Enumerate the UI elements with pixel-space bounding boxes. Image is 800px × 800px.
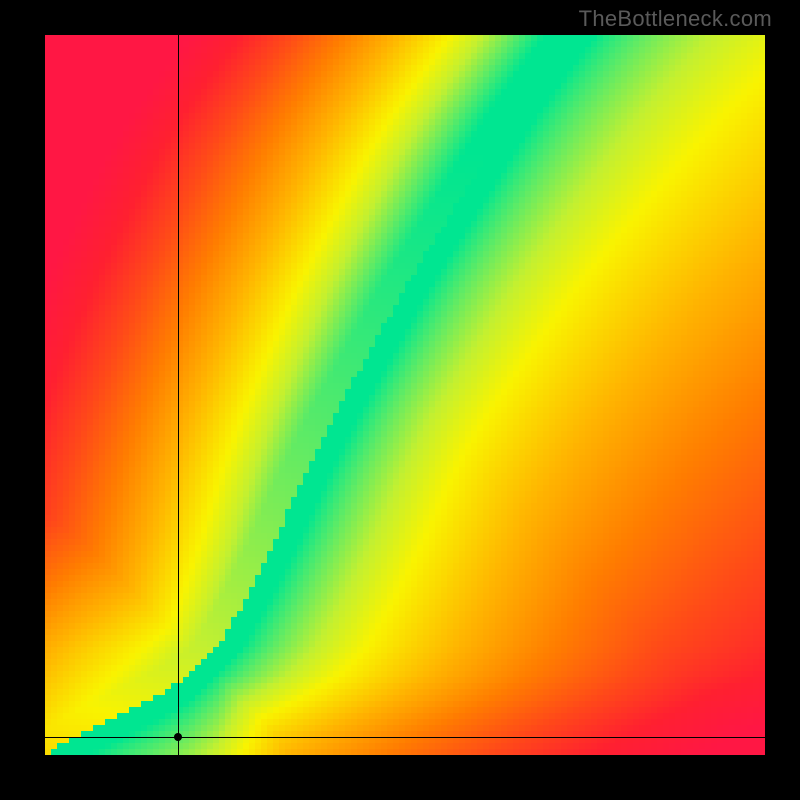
bottleneck-heatmap xyxy=(45,35,765,755)
chart-container: TheBottleneck.com xyxy=(0,0,800,800)
crosshair-horizontal-line xyxy=(45,737,765,738)
crosshair-dot xyxy=(173,732,183,742)
crosshair-vertical-line xyxy=(178,35,179,755)
watermark-text: TheBottleneck.com xyxy=(579,6,772,32)
